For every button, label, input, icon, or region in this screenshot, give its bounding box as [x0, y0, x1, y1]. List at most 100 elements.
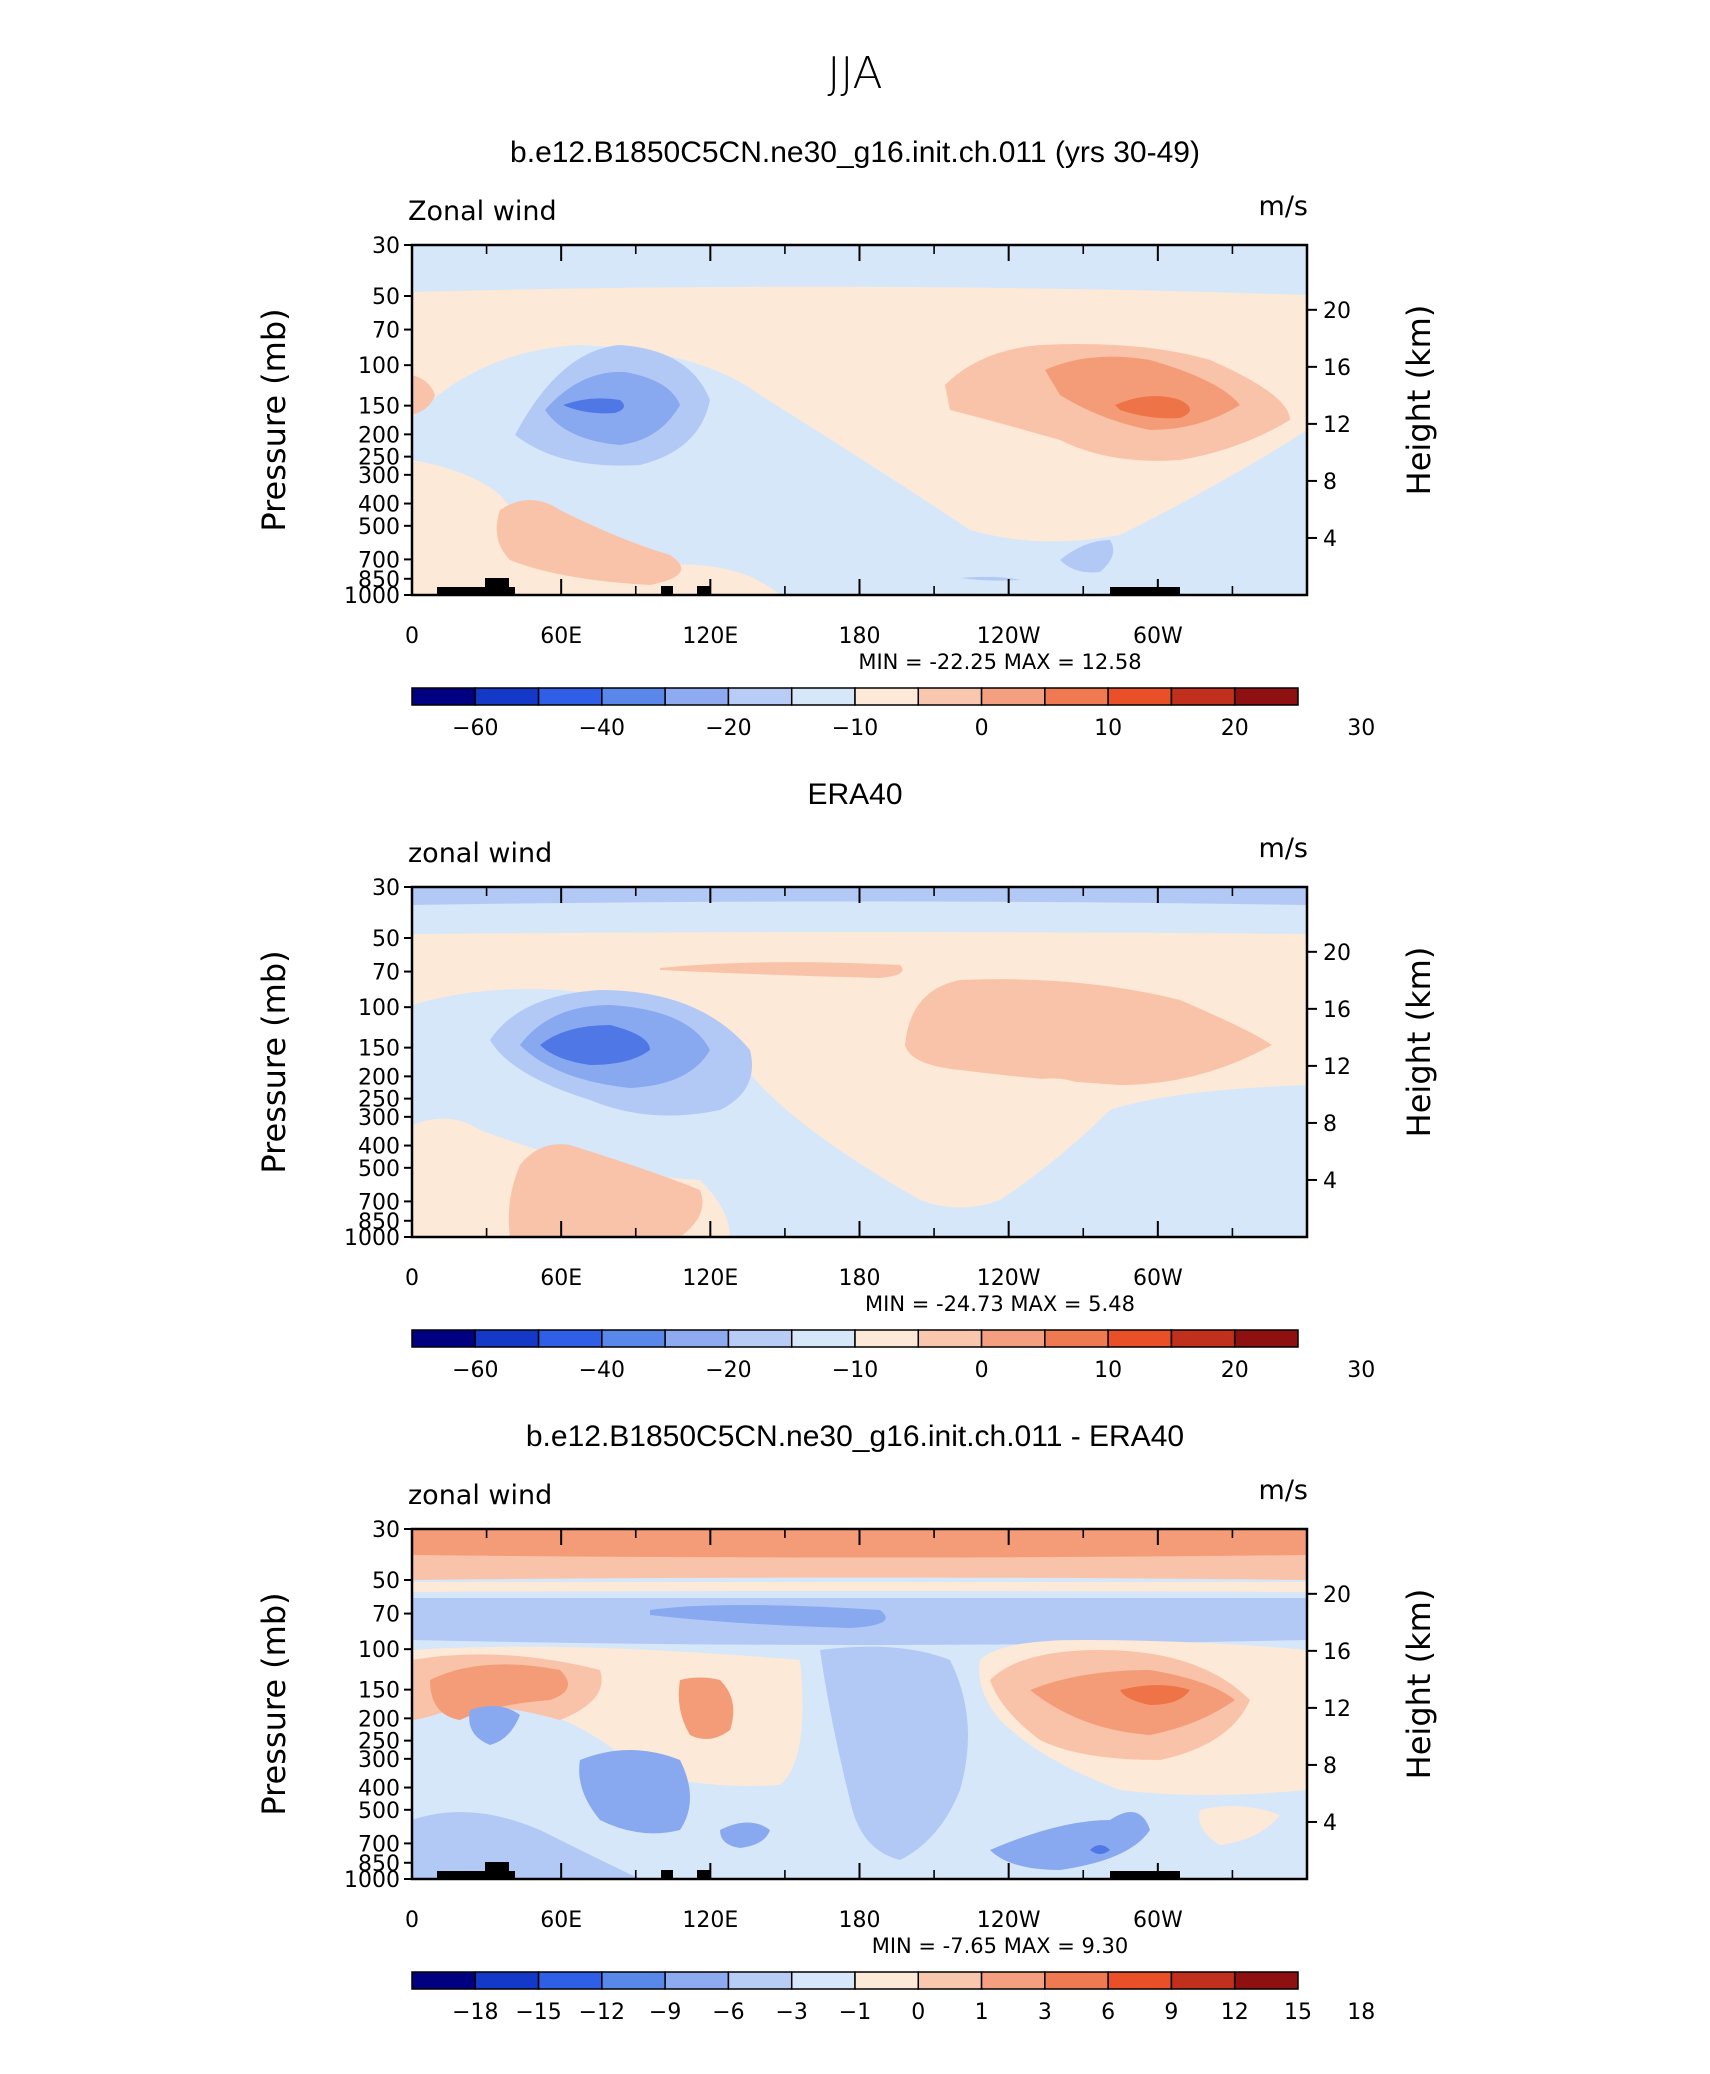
- colorbar-swatch: [917, 1971, 983, 1990]
- y-tick-label: 500: [358, 515, 400, 540]
- colorbar: −60 −40 −20 −10 0 10 20 30: [411, 687, 1375, 741]
- colorbar: −60 −40 −20 −10 0 10 20 30: [411, 1329, 1375, 1383]
- panel-era40: ERA40 zonal wind m/s 0 60E 120E 180 120W 60W 3…: [255, 778, 1438, 1383]
- colorbar-swatch: [537, 1971, 603, 1990]
- panel-title: ERA40: [807, 778, 902, 811]
- y2-tick-label: 16: [1323, 356, 1351, 381]
- contour-jet-pos3: [1115, 396, 1190, 419]
- colorbar-label: −15: [515, 2000, 561, 2025]
- colorbar-swatch: [1233, 687, 1299, 706]
- y-tick-label: 150: [358, 1037, 400, 1062]
- contour-low-neg2: [990, 1812, 1150, 1870]
- colorbar-label: 20: [1221, 1358, 1249, 1383]
- panel-title: b.e12.B1850C5CN.ne30_g16.init.ch.011 (yr…: [510, 136, 1200, 169]
- min-max-readout: MIN = -22.25 MAX = 12.58: [858, 650, 1141, 674]
- contour-mid-neg2: [650, 1605, 886, 1628]
- colorbar-label: 20: [1221, 716, 1249, 741]
- colorbar-label: −1: [839, 2000, 871, 2025]
- colorbar-label: 9: [1164, 2000, 1178, 2025]
- x-tick-label: 60W: [1133, 1908, 1183, 1933]
- x-tick-label: 120W: [977, 1266, 1041, 1291]
- x-tick-label: 120E: [682, 624, 738, 649]
- colorbar-label: 15: [1284, 2000, 1312, 2025]
- y-tick-label: 100: [358, 354, 400, 379]
- contour-small-neg: [960, 576, 1020, 581]
- y-tick-label: 70: [372, 319, 400, 344]
- y2-tick-label: 16: [1323, 998, 1351, 1023]
- colorbar-swatch: [854, 1971, 920, 1990]
- colorbar-swatch: [980, 1971, 1046, 1990]
- colorbar-swatch: [1170, 1329, 1236, 1348]
- panel-title: b.e12.B1850C5CN.ne30_g16.init.ch.011 - E…: [526, 1420, 1184, 1453]
- y-tick-label: 50: [372, 1569, 400, 1594]
- y2-tick-label: 12: [1323, 1055, 1351, 1080]
- y-tick-label: 850: [358, 568, 400, 593]
- y2-tick-label: 20: [1323, 1583, 1351, 1608]
- colorbar-label: −60: [452, 716, 498, 741]
- min-max-readout: MIN = -24.73 MAX = 5.48: [865, 1292, 1135, 1316]
- colorbar-swatch: [1107, 1329, 1173, 1348]
- y2-tick-label: 8: [1323, 1754, 1337, 1779]
- y-tick-label: 50: [372, 927, 400, 952]
- colorbar-swatch: [727, 1329, 793, 1348]
- y-tick-label: 250: [358, 1088, 400, 1113]
- colorbar-label: −18: [452, 2000, 498, 2025]
- y-tick-label: 1000: [344, 584, 400, 609]
- y2-tick-label: 4: [1323, 1169, 1337, 1194]
- contour-lower-pos2: [508, 1144, 703, 1237]
- x-tick-label: 0: [405, 1266, 419, 1291]
- colorbar-swatch: [601, 1971, 666, 1990]
- contour-jet-neg3: [540, 1025, 650, 1065]
- colorbar-label: −12: [579, 2000, 625, 2025]
- contour-jet-pos2: [1045, 356, 1240, 430]
- colorbar-label: −20: [705, 716, 751, 741]
- colorbar-swatch: [1107, 1971, 1173, 1990]
- colorbar-swatch: [790, 687, 856, 706]
- colorbar-swatch: [537, 1329, 603, 1348]
- x-tick-label: 180: [839, 1266, 881, 1291]
- colorbar-swatch: [790, 1971, 856, 1990]
- colorbar-label: −20: [705, 1358, 751, 1383]
- colorbar-swatch: [1044, 1971, 1109, 1990]
- colorbar-label: −40: [579, 1358, 625, 1383]
- y-tick-label: 150: [358, 395, 400, 420]
- y-tick-label: 1000: [344, 1868, 400, 1893]
- colorbar-swatch: [1044, 687, 1109, 706]
- y-tick-label: 70: [372, 1603, 400, 1628]
- contour-thin-pos: [660, 962, 903, 978]
- y-tick-label: 200: [358, 423, 400, 448]
- colorbar-label: 3: [1038, 2000, 1052, 2025]
- y-tick-label: 300: [358, 1106, 400, 1131]
- y-tick-label: 300: [358, 1748, 400, 1773]
- contour-central-neg: [820, 1646, 968, 1860]
- contour-jet-pos1: [905, 979, 1272, 1085]
- x-tick-label: 120E: [682, 1266, 738, 1291]
- colorbar-swatch: [917, 1329, 983, 1348]
- colorbar-label: 0: [911, 2000, 925, 2025]
- contour-lower-pos2: [496, 500, 682, 585]
- contour-right-pos3: [1030, 1670, 1235, 1735]
- colorbar-swatch: [727, 687, 793, 706]
- y2-axis-label: Height (km): [1400, 305, 1438, 496]
- colorbar-swatch: [727, 1971, 793, 1990]
- y-tick-label: 250: [358, 1730, 400, 1755]
- main-title: JJA: [827, 48, 882, 99]
- y-tick-label: 200: [358, 1065, 400, 1090]
- y-tick-label: 50: [372, 285, 400, 310]
- y2-tick-label: 20: [1323, 299, 1351, 324]
- units-label: m/s: [1259, 1475, 1308, 1506]
- colorbar-swatch: [1170, 1971, 1236, 1990]
- colorbar-label: −6: [712, 2000, 744, 2025]
- colorbar-label: 6: [1101, 2000, 1115, 2025]
- colorbar-swatch: [411, 1971, 477, 1990]
- y-tick-label: 30: [372, 876, 400, 901]
- y-tick-label: 1000: [344, 1226, 400, 1251]
- contour-small-pos: [678, 1677, 734, 1739]
- y2-tick-label: 20: [1323, 941, 1351, 966]
- y-tick-label: 700: [358, 1190, 400, 1215]
- x-tick-label: 120E: [682, 1908, 738, 1933]
- y2-tick-label: 8: [1323, 470, 1337, 495]
